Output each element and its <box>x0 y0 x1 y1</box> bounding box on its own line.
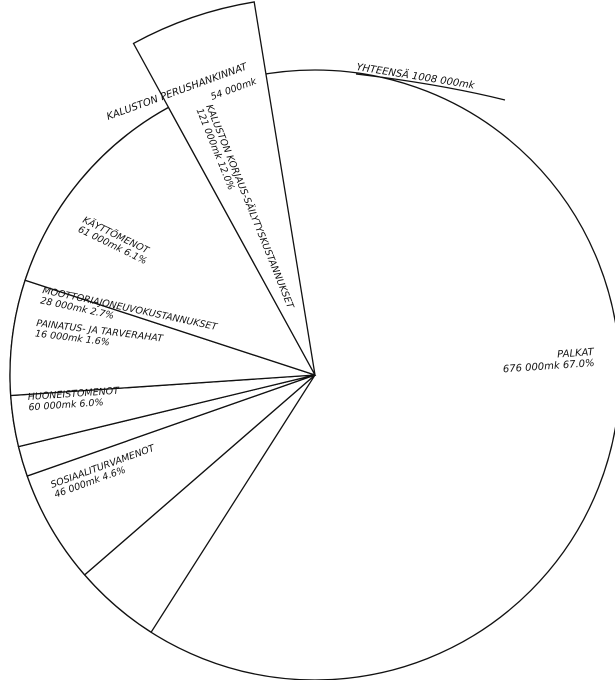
slice-label-huoneisto: HUONEISTOMENOT60 000mk 6.0% <box>27 386 121 414</box>
total-underline <box>355 73 506 101</box>
pie-slice-exploded <box>132 1 316 376</box>
pie-slice-7 <box>24 106 317 377</box>
pie-slice-6 <box>9 279 316 397</box>
